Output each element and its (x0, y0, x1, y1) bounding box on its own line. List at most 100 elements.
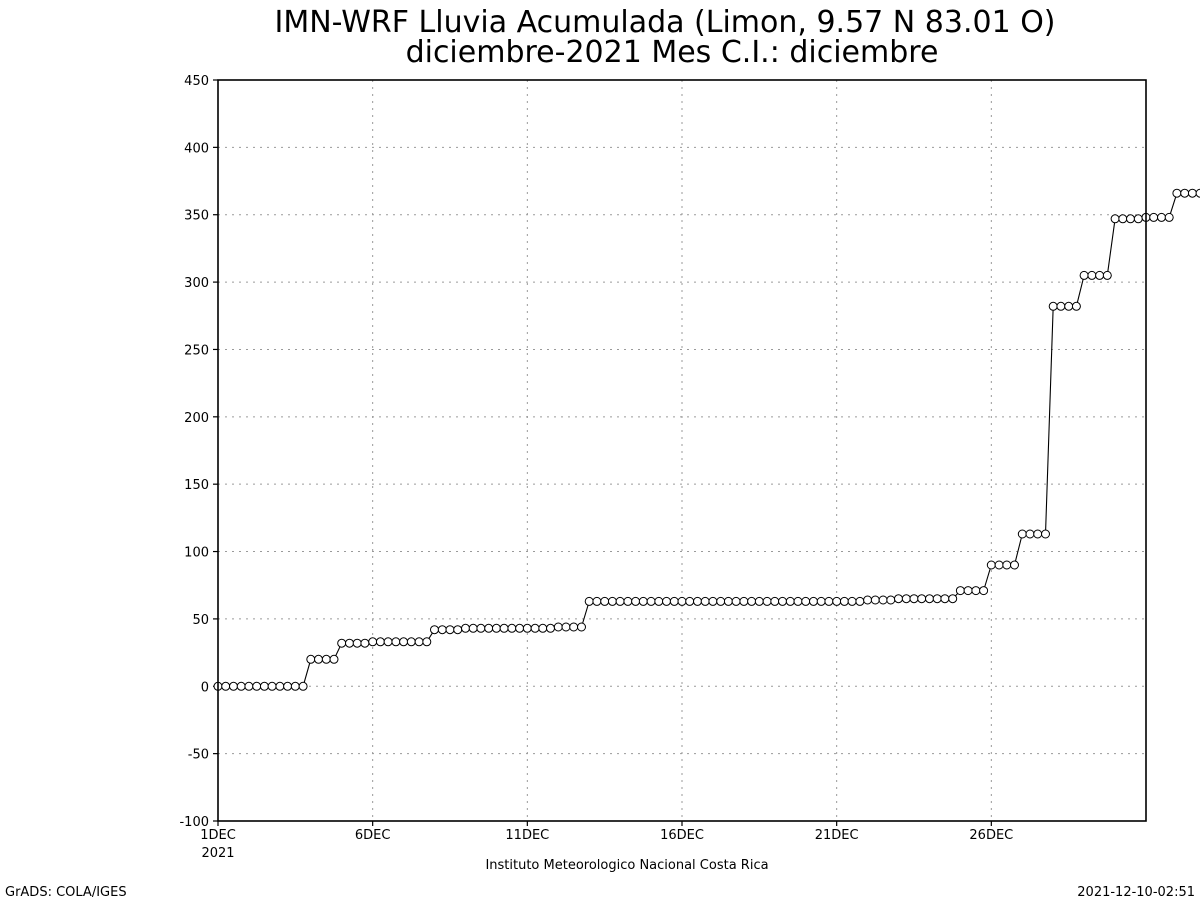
data-point (754, 596, 764, 606)
data-point (1195, 188, 1200, 198)
data-point (267, 681, 277, 691)
x-tick-label: 1DEC (200, 828, 236, 843)
data-point (430, 625, 439, 635)
x-tick-label: 21DEC (815, 828, 859, 843)
data-point (538, 623, 548, 633)
data-point (631, 596, 641, 606)
data-point (461, 623, 470, 633)
data-point (677, 596, 687, 606)
data-point (785, 596, 795, 606)
y-tick-label: -50 (188, 748, 209, 763)
data-point (600, 596, 610, 606)
data-point (816, 596, 826, 606)
data-point (1087, 270, 1097, 280)
data-point (847, 596, 857, 606)
data-point (925, 594, 934, 604)
data-point (723, 596, 733, 606)
footer-institution: Instituto Meteorologico Nacional Costa R… (485, 858, 768, 873)
data-point (283, 681, 293, 691)
data-point (770, 596, 780, 606)
data-point (584, 596, 594, 606)
data-point (546, 623, 555, 633)
data-point (1079, 270, 1089, 280)
data-point (878, 595, 888, 605)
chart-subtitle: diciembre-2021 Mes C.I.: diciembre (406, 35, 939, 70)
data-point (1025, 529, 1035, 539)
data-point (306, 654, 316, 664)
data-point (654, 596, 664, 606)
data-point (1041, 529, 1050, 539)
data-point (762, 596, 772, 606)
data-point (375, 637, 385, 647)
y-axis-ticks: 450 400 350 300 250 200 150 100 50 0 -50 -100 (179, 74, 218, 830)
data-point (1048, 301, 1058, 311)
data-point (932, 594, 942, 604)
data-point (739, 596, 749, 606)
data-point (337, 638, 347, 648)
data-point (383, 637, 393, 647)
data-point (1056, 301, 1066, 311)
data-point (1033, 529, 1043, 539)
data-point (1064, 301, 1074, 311)
data-point (832, 596, 842, 606)
data-point (221, 681, 231, 691)
data-point (778, 596, 787, 606)
data-point (948, 594, 958, 604)
data-point (716, 596, 726, 606)
data-point (399, 637, 409, 647)
y-tick-label: 150 (184, 478, 209, 493)
data-point (1180, 188, 1190, 198)
y-tick-label: 100 (184, 546, 209, 561)
data-point (1095, 270, 1105, 280)
footer-right: 2021-12-10-02:51 (1077, 885, 1195, 900)
data-point (321, 654, 331, 664)
series-group (213, 188, 1200, 691)
data-point (592, 596, 602, 606)
data-point (1187, 188, 1197, 198)
x-axis-ticks: 1DEC 6DEC 11DEC 16DEC 21DEC 26DEC 2021 (200, 821, 1013, 861)
grid-lines (218, 80, 1146, 821)
data-point (1172, 188, 1182, 198)
data-point (839, 596, 849, 606)
data-point (1071, 301, 1081, 311)
data-point (290, 681, 300, 691)
data-point (259, 681, 269, 691)
data-point (1149, 212, 1159, 222)
data-point (824, 596, 834, 606)
data-point (345, 638, 354, 648)
data-point (1002, 560, 1012, 570)
x-tick-label: 6DEC (355, 828, 391, 843)
y-tick-label: 50 (192, 613, 209, 628)
y-tick-label: -100 (179, 815, 209, 830)
data-point (971, 586, 981, 596)
data-point (275, 681, 285, 691)
data-point (244, 681, 254, 691)
data-point (994, 560, 1004, 570)
y-tick-label: 450 (184, 74, 209, 89)
x-tick-label: 26DEC (969, 828, 1013, 843)
plot-frame (217, 79, 1147, 822)
data-point (669, 596, 679, 606)
data-point (638, 596, 648, 606)
series-line (218, 192, 1200, 687)
data-point (809, 596, 818, 606)
data-point (886, 595, 896, 605)
data-point (1110, 214, 1120, 224)
data-point (468, 623, 478, 633)
data-point (708, 596, 718, 606)
data-point (476, 623, 486, 633)
data-point (522, 623, 532, 633)
x-tick-label: 11DEC (505, 828, 549, 843)
data-point (352, 638, 362, 648)
data-point (484, 623, 494, 633)
data-point (414, 637, 424, 647)
data-point (747, 596, 757, 606)
data-point (801, 596, 811, 606)
data-point (499, 623, 509, 633)
data-point (963, 586, 973, 596)
y-tick-label: 250 (184, 343, 209, 358)
chart-title: IMN-WRF Lluvia Acumulada (Limon, 9.57 N … (274, 5, 1055, 40)
data-point (986, 560, 996, 570)
data-point (1118, 214, 1128, 224)
